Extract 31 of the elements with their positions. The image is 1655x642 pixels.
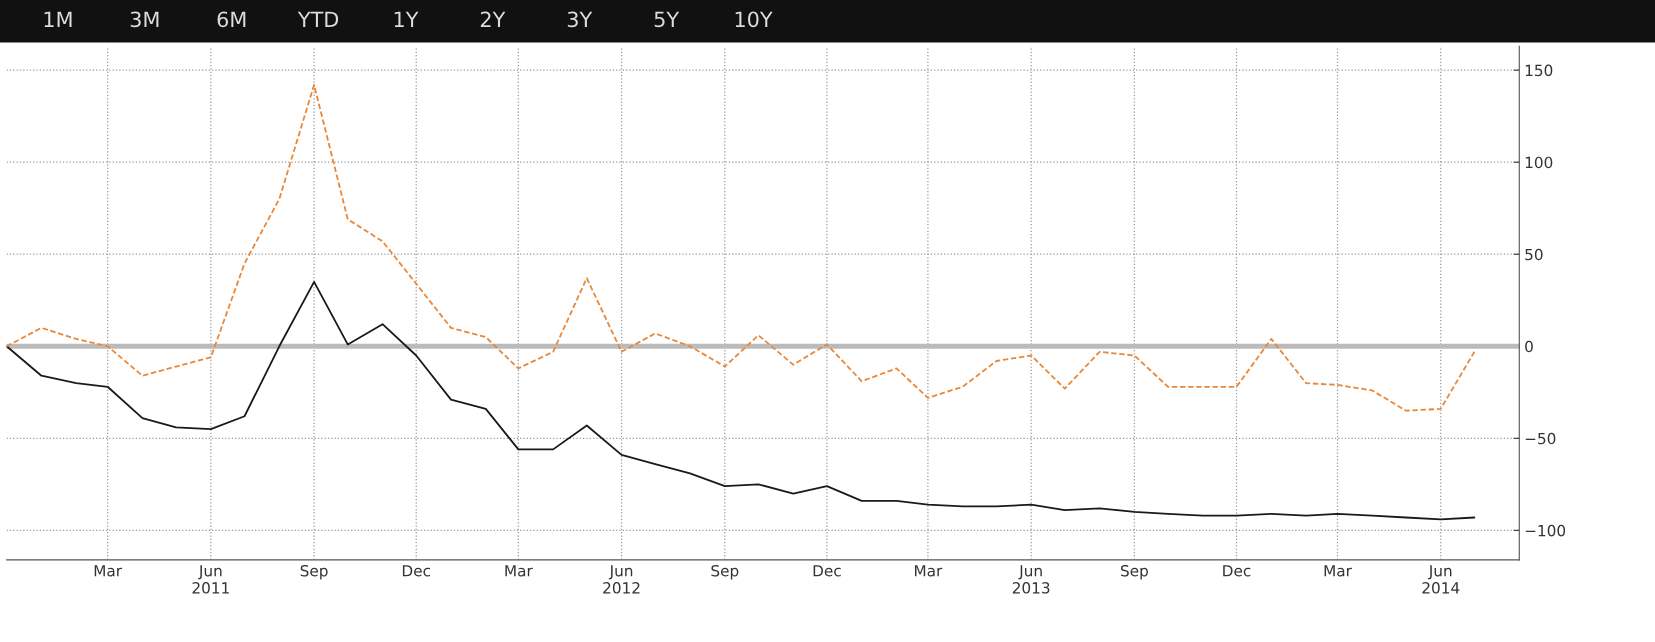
x-tick-label: Dec	[1223, 565, 1251, 577]
text: 5Y	[654, 11, 680, 28]
x-tick-label: Sep	[1121, 564, 1148, 580]
x-tick-label: Mar	[94, 565, 123, 577]
text: 3M	[130, 11, 159, 28]
text: 1Y	[394, 11, 419, 27]
text: 2Y	[480, 11, 506, 27]
x-tick-label: Jun 2011	[192, 565, 229, 594]
x-tick-label: Mar	[505, 565, 533, 577]
x-tick-label: Mar	[915, 565, 943, 577]
y-tick-label: 100	[1525, 156, 1553, 169]
x-tick-label: Jun 2012	[603, 565, 640, 594]
x-tick-label: Jun 2013	[1012, 565, 1050, 594]
line-series	[6, 83, 1476, 412]
text: 3Y	[567, 11, 593, 28]
x-tick-label: Sep	[300, 564, 328, 580]
line-series	[6, 280, 1476, 521]
x-tick-label: Mar	[1324, 565, 1352, 577]
text: YTD	[297, 11, 339, 27]
text: 10Y	[735, 11, 773, 28]
x-tick-label: Dec	[813, 565, 841, 577]
text: 1M	[44, 11, 72, 27]
x-tick-label: Jun 2014	[1422, 565, 1460, 594]
text: 6M	[217, 11, 246, 28]
y-tick-label: 50	[1525, 248, 1543, 261]
x-tick-label: Sep	[711, 564, 739, 580]
y-tick-label: −100	[1525, 524, 1566, 537]
y-tick-label: −50	[1525, 432, 1556, 445]
y-tick-label: 0	[1525, 340, 1533, 353]
x-tick-label: Dec	[402, 565, 431, 577]
y-tick-label: 150	[1525, 64, 1553, 77]
